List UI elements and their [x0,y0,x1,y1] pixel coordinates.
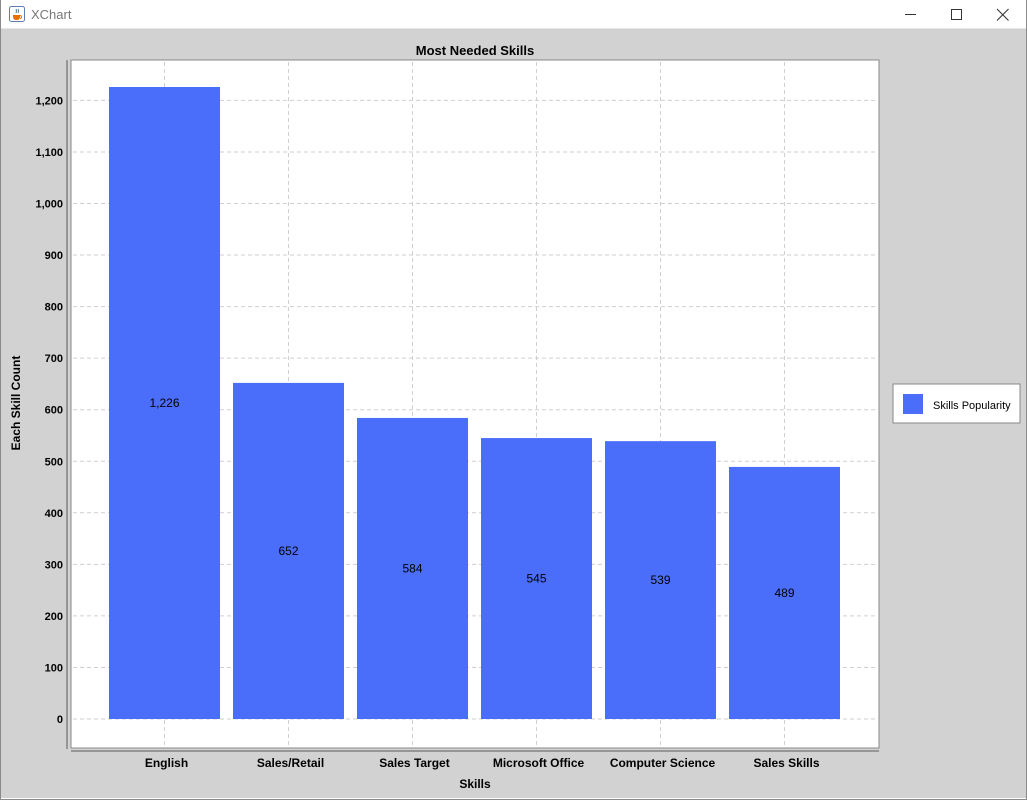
bars [109,87,840,719]
y-tick-label: 700 [45,353,63,365]
y-tick-label: 800 [45,302,63,314]
y-tick-label: 1,000 [35,199,63,211]
y-tick-label: 300 [45,559,63,571]
y-axis-title: Each Skill Count [9,356,23,451]
title-bar[interactable]: XChart [0,0,1027,29]
y-tick-labels: 0 100 200 300 400 500 600 700 800 900 1,000 1,100 1,… [35,95,63,726]
y-tick-label: 900 [45,250,63,262]
bar [233,382,344,719]
java-cup-icon [9,6,25,22]
bar [729,466,840,719]
chart-title: Most Needed Skills [416,43,534,58]
y-tick-label: 1,200 [35,95,63,107]
x-axis-title: Skills [459,777,491,791]
x-tick-label: English [145,756,188,770]
bar-data-label: 545 [526,572,546,586]
y-tick-label: 200 [45,611,63,623]
bar [481,438,592,719]
window-title: XChart [31,7,72,22]
legend-label: Skills Popularity [933,400,1011,412]
close-icon [996,8,1009,21]
bar [357,417,468,719]
x-tick-label: Sales/Retail [257,756,324,770]
x-tick-label: Microsoft Office [493,756,585,770]
x-tick-labels: English Sales/Retail Sales Target Microsoft… [145,756,820,770]
bar-data-label: 652 [278,544,298,558]
legend: Skills Popularity [892,383,1021,424]
bar-data-label: 1,226 [149,396,179,410]
bar-data-label: 539 [650,573,670,587]
data-labels: 1,226 652 584 545 539 489 [149,396,794,600]
maximize-button[interactable] [934,0,980,29]
x-tick-label: Sales Target [379,756,449,770]
y-tick-label: 0 [57,714,63,726]
y-tick-label: 100 [45,662,63,674]
y-tick-label: 400 [45,508,63,520]
bar-data-label: 584 [402,561,422,575]
minimize-button[interactable] [888,0,934,29]
close-button[interactable] [980,0,1026,29]
legend-swatch [903,394,923,414]
bar [605,441,716,719]
minimize-icon [905,14,916,15]
x-tick-label: Computer Science [610,756,716,770]
bar [109,87,220,719]
y-tick-label: 1,100 [35,147,63,159]
maximize-icon [951,9,962,20]
x-tick-label: Sales Skills [753,756,819,770]
y-tick-label: 600 [45,405,63,417]
chart-panel: Most Needed Skills 1,226 652 584 545 539 489 … [1,29,1026,798]
bar-data-label: 489 [774,586,794,600]
y-tick-label: 500 [45,456,63,468]
